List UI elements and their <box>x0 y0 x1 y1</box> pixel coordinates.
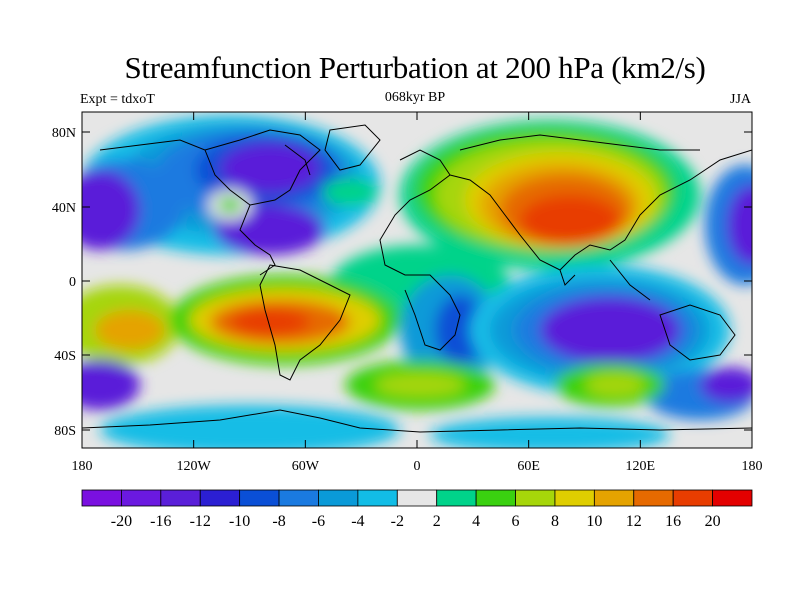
lat-label-3: 40S <box>54 349 76 364</box>
colorbar-label-10: 6 <box>512 513 520 530</box>
colorbar-swatch-3 <box>199 489 241 507</box>
season-label: JJA <box>730 92 752 107</box>
colorbar-label-8: 2 <box>433 513 441 530</box>
colorbar-swatch-8 <box>396 489 438 507</box>
colorbar-label-15: 20 <box>705 513 721 530</box>
colorbar-label-3: -10 <box>229 513 250 530</box>
colorbar-label-0: -20 <box>111 513 132 530</box>
colorbar-label-14: 16 <box>665 513 681 530</box>
colorbar-swatch-4 <box>239 489 280 507</box>
lon-label-2: 60W <box>292 459 320 474</box>
colorbar-swatch-0 <box>81 489 122 507</box>
colorbar-swatch-6 <box>318 489 359 507</box>
colorbar-swatch-16 <box>712 489 753 507</box>
colorbar-swatch-12 <box>554 489 595 507</box>
colorbar-label-11: 8 <box>551 513 559 530</box>
colorbar-swatch-10 <box>475 489 516 507</box>
colorbar-label-6: -4 <box>351 513 364 530</box>
lon-label-3: 0 <box>414 459 421 474</box>
colorbar-swatch-5 <box>278 489 319 507</box>
colorbar-label-13: 12 <box>626 513 642 530</box>
colorbar-label-5: -6 <box>312 513 325 530</box>
lat-label-0: 80N <box>52 126 76 141</box>
colorbar-swatch-14 <box>633 489 674 507</box>
coastlines <box>82 124 752 433</box>
colorbar-label-12: 10 <box>586 513 602 530</box>
colorbar-swatch-7 <box>357 489 398 507</box>
lat-label-4: 80S <box>54 424 76 439</box>
colorbar-label-7: -2 <box>391 513 404 530</box>
colorbar-swatch-15 <box>672 489 713 507</box>
colorbar-label-4: -8 <box>272 513 285 530</box>
colorbar-label-9: 4 <box>472 513 480 530</box>
colorbar-label-2: -12 <box>190 513 211 530</box>
map-title: Streamfunction Perturbation at 200 hPa (… <box>124 50 706 85</box>
lon-label-1: 120W <box>177 459 212 474</box>
colorbar-swatch-9 <box>436 489 477 507</box>
lon-label-0: 180 <box>72 459 93 474</box>
experiment-label: Expt = tdxoT <box>80 92 155 107</box>
lon-label-4: 60E <box>517 459 540 474</box>
colorbar-label-1: -16 <box>150 513 171 530</box>
colorbar-swatch-13 <box>593 489 635 507</box>
map-ticks: 80N 40N 0 40S 80S 180 120W 60W 0 60E 120E 180 <box>52 112 763 474</box>
contour-field <box>82 115 752 448</box>
lat-label-2: 0 <box>69 275 76 290</box>
colorbar-swatch-1 <box>121 489 162 507</box>
colorbar: -20 -16 -12 -10 -8 -6 -4 -2 2 4 6 8 10 12 16 20 <box>81 489 753 530</box>
colorbar-swatch-11 <box>515 489 556 507</box>
period-label: 068kyr BP <box>384 90 446 105</box>
lat-label-1: 40N <box>52 201 76 216</box>
lon-label-5: 120E <box>626 459 656 474</box>
lon-label-6: 180 <box>742 459 763 474</box>
colorbar-swatch-2 <box>160 489 201 507</box>
